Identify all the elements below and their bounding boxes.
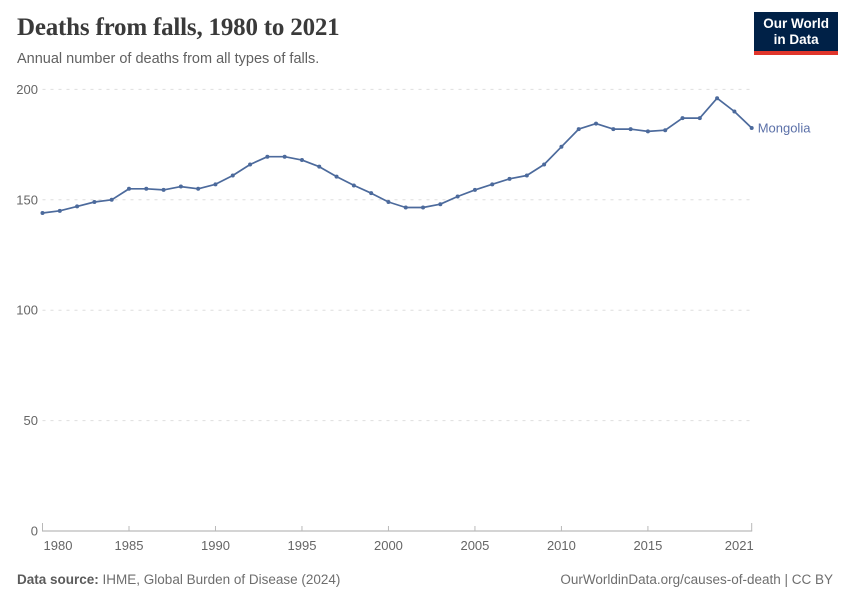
- data-point[interactable]: [611, 127, 616, 132]
- data-point[interactable]: [282, 154, 287, 159]
- data-point[interactable]: [178, 184, 183, 189]
- data-point[interactable]: [697, 116, 702, 121]
- data-source-label: Data source:: [17, 572, 99, 587]
- x-axis-tick-label: 2015: [633, 538, 662, 553]
- data-point[interactable]: [75, 204, 80, 209]
- entity-label[interactable]: Mongolia: [758, 121, 812, 136]
- data-point[interactable]: [265, 154, 270, 159]
- x-axis-tick-label: 2005: [460, 538, 489, 553]
- data-point[interactable]: [472, 187, 477, 192]
- data-point[interactable]: [524, 173, 529, 178]
- data-point[interactable]: [559, 144, 564, 149]
- y-axis-tick-label: 0: [31, 524, 38, 539]
- y-axis-tick-label: 50: [24, 413, 38, 428]
- data-point[interactable]: [144, 186, 149, 191]
- x-axis-tick-label: 2010: [547, 538, 576, 553]
- data-source-text: IHME, Global Burden of Disease (2024): [102, 572, 341, 587]
- x-axis-tick-label: 1980: [44, 538, 73, 553]
- x-axis-tick-label: 1995: [288, 538, 317, 553]
- data-point[interactable]: [507, 176, 512, 181]
- page-title: Deaths from falls, 1980 to 2021: [17, 14, 340, 41]
- owid-logo-line2: in Data: [773, 32, 819, 47]
- data-point[interactable]: [490, 182, 495, 187]
- data-point[interactable]: [715, 96, 720, 101]
- data-point[interactable]: [351, 183, 356, 188]
- data-point[interactable]: [594, 121, 599, 126]
- data-point[interactable]: [57, 208, 62, 213]
- data-point[interactable]: [663, 128, 668, 133]
- data-point[interactable]: [334, 174, 339, 179]
- x-axis-tick-label: 2000: [374, 538, 403, 553]
- data-point[interactable]: [680, 116, 685, 121]
- data-point[interactable]: [196, 186, 201, 191]
- data-point[interactable]: [92, 200, 97, 205]
- data-point[interactable]: [369, 191, 374, 196]
- data-line[interactable]: [42, 97, 753, 214]
- data-point[interactable]: [542, 162, 547, 167]
- data-point[interactable]: [455, 194, 460, 199]
- data-point[interactable]: [299, 158, 304, 163]
- data-source-note: Data source: IHME, Global Burden of Dise…: [17, 572, 340, 587]
- data-point[interactable]: [317, 164, 322, 169]
- data-point[interactable]: [749, 126, 754, 131]
- x-axis-tick-label: 2021: [725, 538, 754, 553]
- x-axis-tick-label: 1985: [115, 538, 144, 553]
- data-point[interactable]: [421, 205, 426, 210]
- data-point[interactable]: [403, 205, 408, 210]
- data-point[interactable]: [161, 187, 166, 192]
- page-subtitle: Annual number of deaths from all types o…: [17, 51, 320, 67]
- data-point[interactable]: [213, 182, 218, 187]
- y-axis-tick-label: 100: [16, 303, 38, 318]
- data-point[interactable]: [109, 197, 114, 202]
- data-point[interactable]: [248, 162, 253, 167]
- data-point[interactable]: [230, 173, 235, 178]
- data-point[interactable]: [576, 127, 581, 132]
- data-point[interactable]: [438, 202, 443, 207]
- x-axis-tick-label: 1990: [201, 538, 230, 553]
- owid-logo-line1: Our World: [763, 16, 829, 31]
- y-axis-tick-label: 200: [16, 82, 38, 97]
- data-point[interactable]: [645, 129, 650, 134]
- data-point[interactable]: [628, 127, 633, 132]
- data-point[interactable]: [126, 186, 131, 191]
- data-point[interactable]: [386, 200, 391, 205]
- owid-logo[interactable]: Our World in Data: [754, 12, 838, 55]
- data-point[interactable]: [40, 211, 45, 216]
- footer-link[interactable]: OurWorldinData.org/causes-of-death | CC …: [560, 572, 833, 587]
- data-point[interactable]: [732, 109, 737, 114]
- y-axis-tick-label: 150: [16, 192, 38, 207]
